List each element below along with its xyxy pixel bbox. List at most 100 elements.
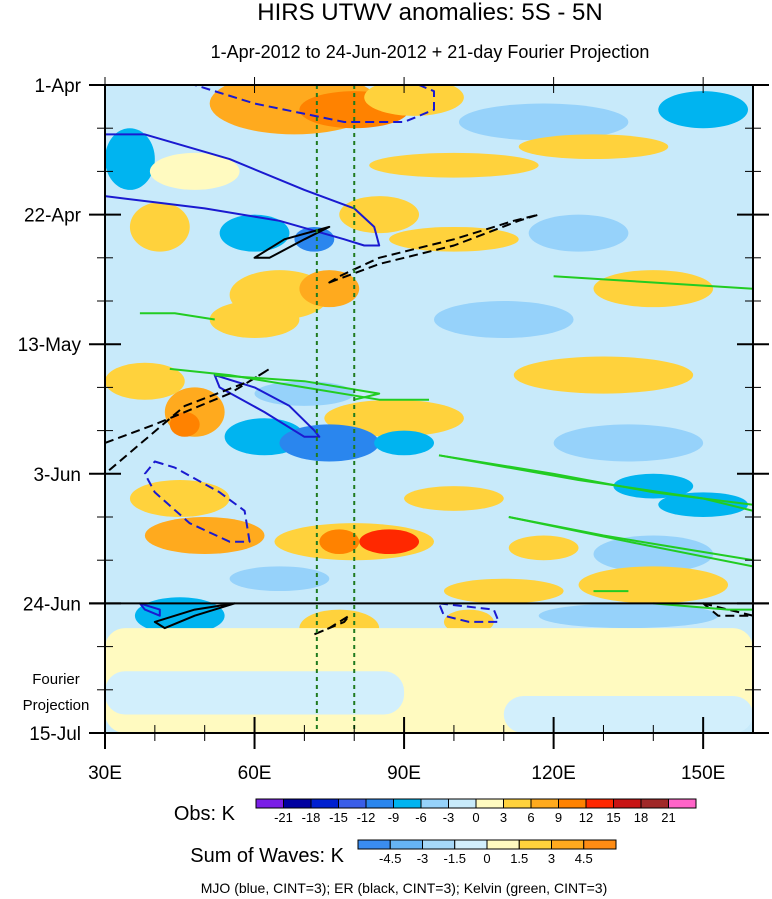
anomaly-blob [593, 535, 714, 573]
colorbar-swatch [518, 839, 552, 850]
colorbar-level-label: -6 [415, 810, 427, 825]
anomaly-blob [658, 492, 749, 517]
anomaly-blob [169, 412, 200, 437]
forecast-label-line1: Fourier [32, 671, 80, 688]
y-tick-label: 13-May [18, 335, 82, 356]
mjo-contour [191, 85, 435, 123]
wave-contours [105, 85, 753, 636]
anomaly-field [105, 85, 753, 733]
colorbar-swatch [613, 798, 642, 809]
anomaly-blob [553, 424, 704, 462]
er-contour [105, 367, 271, 475]
anomaly-blob [319, 529, 360, 555]
colorbar-level-label: 21 [661, 810, 675, 825]
mjo-contour [438, 602, 500, 623]
colorbar-level-label: 3 [548, 851, 555, 866]
anomaly-blob [374, 430, 434, 456]
colorbar-level-label: 4.5 [575, 851, 593, 866]
colorbar-level-label: -4.5 [379, 851, 401, 866]
colorbar-swatch [389, 839, 423, 850]
anomaly-blob [538, 603, 719, 629]
mjo-contour [143, 460, 251, 543]
colorbar-swatch [640, 798, 669, 809]
waves-colorbar: -4.5 -3 -1.5 0 1.5 3 4.5 [357, 839, 617, 866]
colorbar-swatch [454, 839, 488, 850]
colorbar-swatch [668, 798, 697, 809]
mjo-contour [105, 133, 381, 247]
colorbar-swatch [420, 798, 449, 809]
x-tick-label: 30E [88, 763, 122, 784]
chart-title: HIRS UTWV anomalies: 5S - 5N [257, 0, 602, 26]
kelvin-contour [214, 374, 381, 401]
colorbar-level-label: -15 [329, 810, 348, 825]
colorbar-level-label: 3 [500, 810, 507, 825]
anomaly-blob [219, 214, 290, 252]
mjo-contour [213, 374, 321, 438]
anomaly-blob [404, 486, 504, 511]
colorbar-level-label: -1.5 [444, 851, 466, 866]
colorbar-swatch [255, 798, 284, 809]
colorbar-level-label: 6 [527, 810, 534, 825]
kelvin-contour [508, 516, 753, 568]
colorbar-level-label: -21 [274, 810, 293, 825]
anomaly-blob [149, 152, 240, 190]
plot-frame [104, 84, 754, 734]
anomaly-blob [593, 270, 714, 308]
anomaly-blob [129, 479, 230, 517]
colorbar-level-label: 9 [555, 810, 562, 825]
kelvin-contour [139, 312, 215, 321]
obs-colorbar: -21 -18 -15 -12 -9 -6 -3 0 3 6 9 12 15 18 21 [255, 798, 697, 825]
y-tick-label: 22-Apr [24, 206, 82, 227]
anomaly-blob [528, 214, 629, 252]
anomaly-blob [324, 399, 464, 437]
colorbar-swatch [283, 798, 312, 809]
colorbar-level-label: 0 [483, 851, 490, 866]
colorbar-swatch [530, 798, 559, 809]
x-axis: 30E 60E 90E 120E 150E [88, 77, 725, 784]
colorbar-swatch [551, 839, 585, 850]
anomaly-blob [105, 128, 155, 190]
colorbar-swatch [338, 798, 367, 809]
anomaly-blob [144, 517, 265, 555]
x-tick-label: 150E [681, 763, 725, 784]
colorbar-level-label: 18 [634, 810, 648, 825]
x-tick-label: 120E [531, 763, 575, 784]
anomaly-blob [458, 103, 629, 141]
anomaly-blob [299, 270, 360, 308]
anomaly-blob [433, 301, 574, 339]
anomaly-blob [658, 91, 749, 129]
anomaly-blob [129, 202, 190, 252]
anomaly-blob [518, 134, 669, 160]
colorbar-level-label: -3 [443, 810, 455, 825]
y-axis: 1-Apr 22-Apr 13-May 3-Jun 24-Jun 15-Jul [18, 76, 769, 745]
er-contour [253, 225, 331, 259]
colorbar-swatch [310, 798, 339, 809]
colorbar-swatch [357, 839, 391, 850]
colorbar-level-label: -9 [388, 810, 400, 825]
er-contour [313, 614, 351, 636]
y-tick-label: 1-Apr [35, 76, 82, 97]
forecast-label-line2: Projection [23, 697, 90, 714]
colorbar-swatch [448, 798, 477, 809]
x-tick-label: 90E [387, 763, 421, 784]
y-tick-label: 3-Jun [33, 465, 81, 486]
kelvin-contour [169, 367, 429, 401]
anomaly-blob [339, 196, 420, 234]
anomaly-blob [209, 301, 300, 339]
forecast-wave-band [503, 695, 753, 733]
anomaly-blob [134, 597, 225, 635]
kelvin-contour [653, 602, 753, 611]
anomaly-blob [359, 529, 420, 555]
y-tick-label: 15-Jul [29, 724, 81, 745]
kelvin-contour [438, 454, 753, 512]
er-contour [328, 213, 540, 284]
anomaly-blob [443, 578, 564, 604]
obs-colorbar-label: Obs: K [174, 803, 236, 825]
colorbar-swatch [503, 798, 532, 809]
colorbar-level-label: 15 [606, 810, 620, 825]
colorbar-level-label: -3 [417, 851, 429, 866]
colorbar-level-label: 1.5 [510, 851, 528, 866]
er-contour [153, 602, 236, 630]
anomaly-blob [508, 535, 579, 561]
colorbar-swatch [585, 798, 614, 809]
